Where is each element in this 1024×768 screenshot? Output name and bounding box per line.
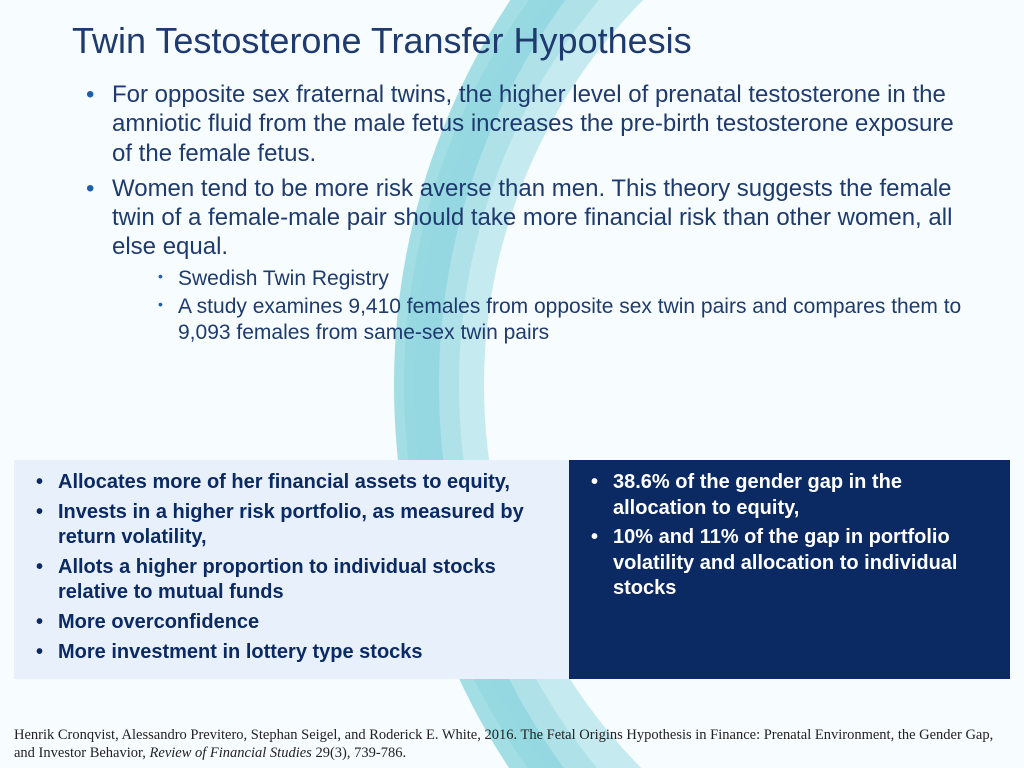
bullet-text: For opposite sex fraternal twins, the hi… <box>112 81 954 167</box>
slide: Twin Testosterone Transfer Hypothesis Fo… <box>0 0 1024 768</box>
panel-item: More investment in lottery type stocks <box>32 640 551 666</box>
panels-row: Allocates more of her financial assets t… <box>14 460 1010 679</box>
panel-item: 38.6% of the gender gap in the allocatio… <box>587 470 992 521</box>
panel-item: Allocates more of her financial assets t… <box>32 470 551 496</box>
sub-bullet-list: Swedish Twin Registry A study examines 9… <box>112 262 964 355</box>
panel-item: 10% and 11% of the gap in portfolio vola… <box>587 525 992 602</box>
citation-suffix: 29(3), 739-786. <box>312 745 406 761</box>
citation: Henrik Cronqvist, Alessandro Previtero, … <box>14 727 1010 762</box>
panel-item: Invests in a higher risk portfolio, as m… <box>32 500 551 551</box>
findings-panel-right: 38.6% of the gender gap in the allocatio… <box>569 460 1010 679</box>
bullet-item: Women tend to be more risk averse than m… <box>82 174 964 355</box>
main-bullet-list: For opposite sex fraternal twins, the hi… <box>0 80 1024 354</box>
bullet-text: Women tend to be more risk averse than m… <box>112 175 952 261</box>
panel-item: Allots a higher proportion to individual… <box>32 555 551 606</box>
bullet-item: For opposite sex fraternal twins, the hi… <box>82 80 964 168</box>
slide-title: Twin Testosterone Transfer Hypothesis <box>0 20 1024 80</box>
sub-bullet-item: A study examines 9,410 females from oppo… <box>158 294 964 345</box>
sub-bullet-item: Swedish Twin Registry <box>158 266 964 292</box>
panel-item: More overconfidence <box>32 610 551 636</box>
findings-panel-left: Allocates more of her financial assets t… <box>14 460 569 679</box>
citation-journal: Review of Financial Studies <box>150 745 312 761</box>
